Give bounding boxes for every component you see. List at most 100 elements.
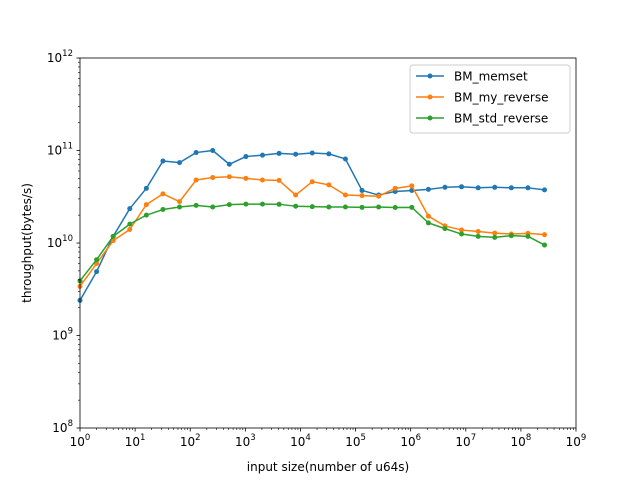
data-point (309, 179, 315, 185)
legend-swatch-marker (427, 94, 433, 100)
data-point (276, 150, 282, 156)
x-tick-base: 10 (70, 435, 85, 449)
data-point (193, 177, 199, 183)
x-tick-label: 100 (70, 433, 91, 449)
data-point (342, 192, 348, 198)
data-point (425, 186, 431, 192)
y-tick-exponent: 8 (68, 419, 73, 429)
y-tick-exponent: 12 (62, 49, 73, 59)
y-tick-label: 109 (52, 327, 73, 343)
data-point (475, 185, 481, 191)
data-point (160, 207, 166, 213)
data-point (110, 238, 116, 244)
data-point (542, 232, 548, 238)
plot-area (77, 57, 577, 429)
data-point (376, 204, 382, 210)
x-tick-label: 109 (566, 433, 587, 449)
x-tick-base: 10 (290, 435, 305, 449)
data-point (259, 201, 265, 207)
data-point (210, 148, 216, 153)
data-point (525, 233, 531, 239)
data-point (243, 154, 249, 160)
data-point (226, 202, 232, 208)
data-point (193, 202, 199, 208)
data-point (127, 206, 133, 212)
data-point (475, 229, 481, 235)
data-point (276, 201, 282, 207)
x-tick-label: 108 (511, 433, 532, 449)
x-tick-exponent: 4 (305, 433, 310, 443)
data-point (293, 192, 299, 198)
data-point (259, 177, 265, 183)
data-point (177, 204, 183, 210)
data-point (243, 201, 249, 207)
data-point (492, 234, 498, 240)
data-point (492, 184, 498, 190)
y-tick-base: 10 (47, 51, 62, 65)
x-tick-base: 10 (400, 435, 415, 449)
x-tick-label: 107 (455, 433, 476, 449)
data-point (542, 187, 548, 193)
x-tick-exponent: 3 (250, 433, 255, 443)
x-tick-label: 105 (345, 433, 366, 449)
data-point (293, 203, 299, 209)
data-point (94, 269, 100, 275)
data-point (143, 185, 149, 191)
data-point (359, 204, 365, 210)
data-point (392, 205, 398, 210)
legend-item: BM_std_reverse (416, 112, 548, 126)
x-tick-base: 10 (455, 435, 470, 449)
legend-swatch-marker (427, 115, 433, 121)
data-point (475, 233, 481, 239)
data-point (425, 213, 431, 219)
x-axis-label: input size(number of u64s) (247, 460, 409, 474)
data-point (326, 151, 332, 157)
data-point (326, 182, 332, 188)
x-tick-base: 10 (180, 435, 195, 449)
y-tick-label: 1010 (47, 234, 73, 250)
data-point (243, 175, 249, 181)
data-point (459, 231, 465, 237)
y-tick-label: 1011 (47, 142, 73, 158)
data-point (359, 193, 365, 199)
data-point (259, 152, 265, 158)
data-point (210, 175, 216, 181)
data-point (309, 150, 315, 156)
series-BM_my_reverse (77, 174, 548, 289)
y-tick-label: 108 (52, 419, 73, 435)
legend-label: BM_std_reverse (454, 112, 548, 126)
y-tick-base: 10 (52, 421, 67, 435)
legend: BM_memset BM_my_reverse BM_std_reverse (409, 64, 571, 134)
data-point (508, 233, 514, 239)
legend-label: BM_my_reverse (454, 91, 548, 105)
legend-label: BM_memset (454, 70, 528, 84)
data-point (326, 204, 332, 210)
data-point (309, 204, 315, 210)
x-tick-base: 10 (345, 435, 360, 449)
x-tick-label: 104 (290, 433, 311, 449)
data-point (110, 233, 116, 239)
data-point (376, 193, 382, 199)
y-axis-label: throughput(bytes/s) (20, 183, 34, 303)
x-tick-exponent: 5 (360, 433, 365, 443)
data-point (525, 185, 531, 191)
data-point (342, 156, 348, 162)
x-tick-base: 10 (125, 435, 140, 449)
data-point (409, 204, 415, 210)
data-point (177, 160, 183, 166)
y-tick-base: 10 (47, 144, 62, 158)
data-point (143, 212, 149, 218)
x-tick-exponent: 0 (85, 433, 90, 443)
y-tick-base: 10 (47, 236, 62, 250)
x-tick-base: 10 (566, 435, 581, 449)
data-point (359, 187, 365, 193)
x-tick-exponent: 7 (471, 433, 476, 443)
data-point (442, 226, 448, 232)
data-point (276, 177, 282, 183)
data-point (210, 204, 216, 210)
x-tick-base: 10 (511, 435, 526, 449)
data-point (127, 226, 133, 232)
legend-box (409, 64, 571, 134)
y-tick-base: 10 (52, 329, 67, 343)
data-point (459, 184, 465, 190)
